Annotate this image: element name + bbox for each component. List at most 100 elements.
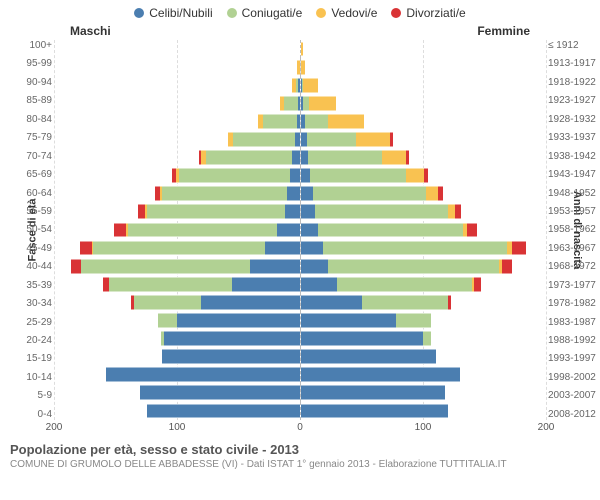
bar-segment bbox=[250, 259, 299, 274]
y-tick-right: 1993-1997 bbox=[548, 353, 600, 364]
bar-segment bbox=[297, 60, 299, 75]
bar-segment bbox=[502, 259, 512, 274]
legend-swatch bbox=[227, 8, 237, 18]
female-bar bbox=[301, 348, 547, 366]
bar-segment bbox=[263, 114, 297, 129]
bar-segment bbox=[301, 404, 448, 419]
male-bar bbox=[54, 185, 301, 203]
bar-segment bbox=[301, 223, 318, 238]
y-tick-left: 70-74 bbox=[20, 151, 52, 162]
bar-segment bbox=[114, 223, 126, 238]
x-tick: 200 bbox=[538, 422, 555, 433]
bar-segment bbox=[301, 42, 303, 57]
male-bar bbox=[54, 239, 301, 257]
female-bar bbox=[301, 275, 547, 293]
bar-segment bbox=[71, 259, 81, 274]
female-label: Femmine bbox=[477, 24, 530, 38]
male-bar bbox=[54, 40, 301, 58]
male-bar bbox=[54, 112, 301, 130]
bar-segment bbox=[309, 96, 336, 111]
bar-segment bbox=[301, 349, 436, 364]
female-bar bbox=[301, 330, 547, 348]
bar-segment bbox=[406, 150, 408, 165]
bar-segment bbox=[448, 295, 452, 310]
bar-segment bbox=[277, 223, 299, 238]
bar-segment bbox=[301, 331, 424, 346]
bar-segment bbox=[301, 277, 338, 292]
pyramid-row bbox=[54, 330, 546, 348]
x-tick: 200 bbox=[46, 422, 63, 433]
bar-segment bbox=[162, 186, 287, 201]
legend: Celibi/NubiliConiugati/eVedovi/eDivorzia… bbox=[0, 0, 600, 20]
male-bar bbox=[54, 221, 301, 239]
bar-segment bbox=[301, 150, 308, 165]
bar-segment bbox=[295, 132, 300, 147]
female-bar bbox=[301, 221, 547, 239]
male-bar bbox=[54, 257, 301, 275]
bar-segment bbox=[287, 186, 299, 201]
bar-segment bbox=[396, 313, 430, 328]
bar-segment bbox=[426, 186, 438, 201]
female-bar bbox=[301, 76, 547, 94]
female-bar bbox=[301, 366, 547, 384]
bar-segment bbox=[301, 367, 461, 382]
y-tick-left: 50-54 bbox=[20, 224, 52, 235]
bar-segment bbox=[201, 295, 299, 310]
male-label: Maschi bbox=[70, 24, 111, 38]
y-tick-right: 1953-1957 bbox=[548, 206, 600, 217]
pyramid-row bbox=[54, 40, 546, 58]
pyramid-row bbox=[54, 293, 546, 311]
female-bar bbox=[301, 94, 547, 112]
y-tick-left: 10-14 bbox=[20, 372, 52, 383]
female-bar bbox=[301, 149, 547, 167]
y-tick-left: 65-69 bbox=[20, 169, 52, 180]
bar-segment bbox=[313, 186, 426, 201]
bar-segment bbox=[297, 114, 299, 129]
pyramid-row bbox=[54, 130, 546, 148]
bar-segment bbox=[438, 186, 443, 201]
y-tick-left: 0-4 bbox=[20, 409, 52, 420]
male-bar bbox=[54, 130, 301, 148]
legend-item: Celibi/Nubili bbox=[134, 6, 212, 20]
bar-segment bbox=[455, 204, 461, 219]
pyramid-row bbox=[54, 203, 546, 221]
y-tick-right: 1998-2002 bbox=[548, 372, 600, 383]
bar-segment bbox=[80, 241, 92, 256]
y-tick-left: 35-39 bbox=[20, 280, 52, 291]
bar-segment bbox=[298, 78, 299, 93]
bar-segment bbox=[301, 313, 397, 328]
male-bar bbox=[54, 167, 301, 185]
y-tick-right: 1988-1992 bbox=[548, 335, 600, 346]
bar-segment bbox=[285, 204, 300, 219]
bar-segment bbox=[423, 331, 430, 346]
y-tick-right: 1918-1922 bbox=[548, 77, 600, 88]
y-tick-right: 1948-1952 bbox=[548, 188, 600, 199]
pyramid-row bbox=[54, 402, 546, 420]
bar-segment bbox=[406, 168, 424, 183]
pyramid-row bbox=[54, 221, 546, 239]
x-tick: 100 bbox=[415, 422, 432, 433]
male-bar bbox=[54, 402, 301, 420]
bar-segment bbox=[323, 241, 507, 256]
male-bar bbox=[54, 275, 301, 293]
bar-segment bbox=[315, 204, 448, 219]
female-bar bbox=[301, 167, 547, 185]
bar-segment bbox=[318, 223, 463, 238]
legend-label: Coniugati/e bbox=[242, 6, 303, 20]
y-tick-left: 85-89 bbox=[20, 95, 52, 106]
bar-segment bbox=[138, 204, 145, 219]
bar-segment bbox=[307, 132, 356, 147]
bar-segment bbox=[301, 168, 311, 183]
bar-segment bbox=[233, 132, 294, 147]
bar-segment bbox=[298, 96, 299, 111]
bar-segment bbox=[362, 295, 448, 310]
y-tick-left: 25-29 bbox=[20, 317, 52, 328]
y-tick-left: 15-19 bbox=[20, 353, 52, 364]
legend-swatch bbox=[134, 8, 144, 18]
pyramid-row bbox=[54, 149, 546, 167]
pyramid-row bbox=[54, 76, 546, 94]
y-tick-left: 5-9 bbox=[20, 390, 52, 401]
y-tick-left: 90-94 bbox=[20, 77, 52, 88]
y-tick-right: 1958-1962 bbox=[548, 224, 600, 235]
y-tick-right: 1968-1972 bbox=[548, 261, 600, 272]
